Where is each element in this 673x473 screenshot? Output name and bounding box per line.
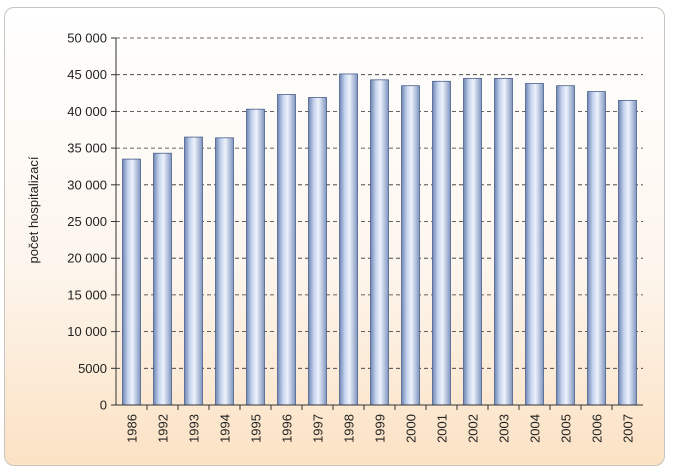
y-tick-label: 30 000 — [67, 177, 107, 192]
bar — [308, 97, 327, 406]
bar — [215, 137, 234, 406]
x-tick-label: 1997 — [311, 414, 326, 443]
y-tick-label: 50 000 — [67, 31, 107, 46]
bar — [370, 79, 389, 406]
bar — [525, 83, 544, 406]
x-tick-label: 2003 — [497, 414, 512, 443]
x-tick-label: 2007 — [621, 414, 636, 443]
y-tick-label: 5000 — [78, 361, 107, 376]
bar — [153, 152, 172, 406]
y-axis-label: počet hospitalizací — [26, 156, 41, 263]
x-tick-label: 1996 — [280, 414, 295, 443]
bar — [277, 94, 296, 406]
x-tick-label: 2001 — [435, 414, 450, 443]
x-tick-label: 2002 — [466, 414, 481, 443]
bar — [463, 77, 482, 406]
y-tick-label: 10 000 — [67, 324, 107, 339]
bar — [432, 80, 451, 406]
axes — [115, 38, 643, 406]
gridlines — [116, 37, 643, 369]
y-tick-label: 45 000 — [67, 67, 107, 82]
bar — [122, 158, 141, 406]
bar — [556, 85, 575, 406]
bar — [246, 108, 265, 406]
chart-panel — [4, 7, 665, 466]
y-tick-label: 40 000 — [67, 104, 107, 119]
bars — [122, 73, 637, 406]
x-tick-label: 1995 — [249, 414, 264, 443]
x-tick-label: 1992 — [156, 414, 171, 443]
y-tick-label: 15 000 — [67, 287, 107, 302]
y-tick-label: 35 000 — [67, 141, 107, 156]
x-tick-label: 2004 — [528, 414, 543, 443]
y-tick-label: 0 — [100, 398, 107, 413]
x-tick-label: 1999 — [373, 414, 388, 443]
y-tick-label: 25 000 — [67, 214, 107, 229]
bar — [339, 73, 358, 406]
y-tick-label: 20 000 — [67, 251, 107, 266]
x-axis-ticks: 1986 1992 1993 1994 1995 1996 1997 1998 1999 2000… — [125, 405, 636, 443]
x-tick-label: 1993 — [187, 414, 202, 443]
bar — [618, 99, 637, 406]
x-tick-label: 2006 — [590, 414, 605, 443]
bar — [587, 91, 606, 406]
x-tick-label: 1998 — [342, 414, 357, 443]
bar — [401, 85, 420, 406]
y-axis-ticks: 0 5000 10 000 15 000 20 000 25 000 30 000 35 00… — [67, 31, 116, 413]
x-tick-label: 2000 — [404, 414, 419, 443]
bar — [184, 136, 203, 406]
x-tick-label: 2005 — [559, 414, 574, 443]
x-tick-label: 1994 — [218, 414, 233, 443]
x-tick-label: 1986 — [125, 414, 140, 443]
bar — [494, 77, 513, 406]
